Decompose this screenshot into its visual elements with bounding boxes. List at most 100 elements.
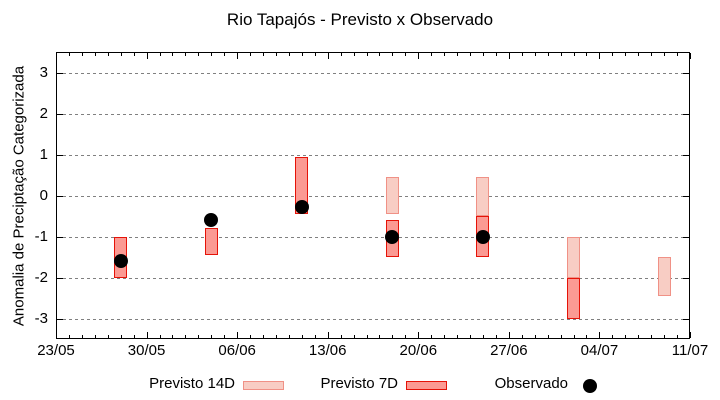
x-tick	[107, 53, 109, 56]
x-tick	[651, 53, 653, 56]
x-tick	[599, 53, 601, 59]
x-tick	[625, 335, 627, 338]
x-tick	[185, 53, 187, 56]
x-tick	[664, 335, 666, 338]
x-tick	[146, 53, 148, 59]
x-tick	[573, 53, 575, 56]
x-tick-label: 23/05	[37, 342, 75, 359]
x-tick	[250, 335, 252, 338]
y-tick-label: 3	[39, 63, 48, 81]
x-tick	[81, 335, 83, 338]
x-tick-label: 30/05	[127, 342, 166, 359]
x-tick	[690, 332, 691, 338]
observado-dot	[475, 229, 490, 244]
x-tick	[288, 335, 290, 338]
y-tick	[57, 236, 63, 238]
x-tick	[120, 53, 122, 56]
x-tick-label: 11/07	[671, 342, 709, 359]
x-tick	[185, 335, 187, 338]
x-tick	[482, 53, 484, 56]
x-tick	[159, 335, 161, 338]
x-tick	[120, 335, 122, 338]
y-tick-label: -1	[34, 227, 48, 245]
x-tick	[690, 53, 691, 59]
legend-swatch-previsto-14d-icon	[243, 381, 284, 390]
legend-swatch-previsto-7d-icon	[406, 381, 447, 390]
x-tick	[638, 53, 640, 56]
x-tick	[68, 335, 70, 338]
y-tick	[57, 195, 63, 197]
x-tick	[288, 53, 290, 56]
y-tick	[57, 72, 63, 74]
x-tick-label: 04/07	[580, 342, 619, 359]
x-tick	[275, 335, 277, 338]
x-tick	[353, 335, 355, 338]
x-tick	[431, 335, 433, 338]
chart-title: Rio Tapajós - Previsto x Observado	[226, 10, 494, 29]
x-tick	[547, 335, 549, 338]
x-tick	[651, 335, 653, 338]
x-tick	[664, 53, 666, 56]
x-tick	[431, 53, 433, 56]
previsto-7d-range-bar	[567, 277, 581, 319]
previsto-14d-range-bar	[657, 257, 671, 296]
x-tick	[612, 335, 614, 338]
previsto-7d-range-bar	[204, 228, 218, 255]
x-tick	[340, 335, 342, 338]
x-tick	[560, 53, 562, 56]
x-tick	[353, 53, 355, 56]
y-tick-label: -3	[34, 309, 48, 327]
y-tick	[683, 195, 689, 197]
y-tick	[683, 72, 689, 74]
x-tick	[146, 332, 148, 338]
x-tick	[314, 335, 316, 338]
previsto-14d-range-bar	[476, 177, 490, 216]
x-tick	[275, 53, 277, 56]
x-tick	[263, 53, 265, 56]
x-tick	[327, 332, 329, 338]
x-tick	[56, 332, 57, 338]
x-tick	[534, 53, 536, 56]
x-tick	[133, 53, 135, 56]
x-tick	[392, 335, 394, 338]
x-tick	[366, 335, 368, 338]
x-tick	[560, 335, 562, 338]
x-tick	[418, 53, 420, 59]
gridline	[57, 113, 689, 115]
x-tick	[224, 53, 226, 56]
x-tick-label: 20/06	[399, 342, 438, 359]
x-tick	[521, 53, 523, 56]
x-tick	[599, 332, 601, 338]
y-tick	[683, 154, 689, 156]
x-tick	[405, 53, 407, 56]
x-tick	[482, 335, 484, 338]
x-tick	[457, 335, 459, 338]
x-tick	[638, 335, 640, 338]
gridline	[57, 195, 689, 197]
x-tick	[508, 53, 510, 59]
x-tick	[68, 53, 70, 56]
x-tick	[677, 53, 679, 56]
y-tick	[683, 318, 689, 320]
legend-observado-dot-icon	[583, 379, 597, 393]
x-tick	[94, 53, 96, 56]
observado-dot	[385, 229, 400, 244]
y-tick	[57, 113, 63, 115]
observado-dot	[204, 213, 219, 228]
x-tick	[521, 335, 523, 338]
x-tick	[314, 53, 316, 56]
x-tick	[198, 53, 200, 56]
y-tick-label: 1	[39, 145, 48, 163]
x-tick	[405, 335, 407, 338]
x-tick	[133, 335, 135, 338]
y-tick-label: -2	[34, 268, 48, 286]
gridline	[57, 72, 689, 74]
x-tick-label: 06/06	[218, 342, 256, 359]
y-tick	[683, 277, 689, 279]
x-tick	[107, 335, 109, 338]
x-tick	[56, 53, 57, 59]
gridline	[57, 318, 689, 320]
y-tick	[57, 277, 63, 279]
x-tick-label: 13/06	[308, 342, 347, 359]
